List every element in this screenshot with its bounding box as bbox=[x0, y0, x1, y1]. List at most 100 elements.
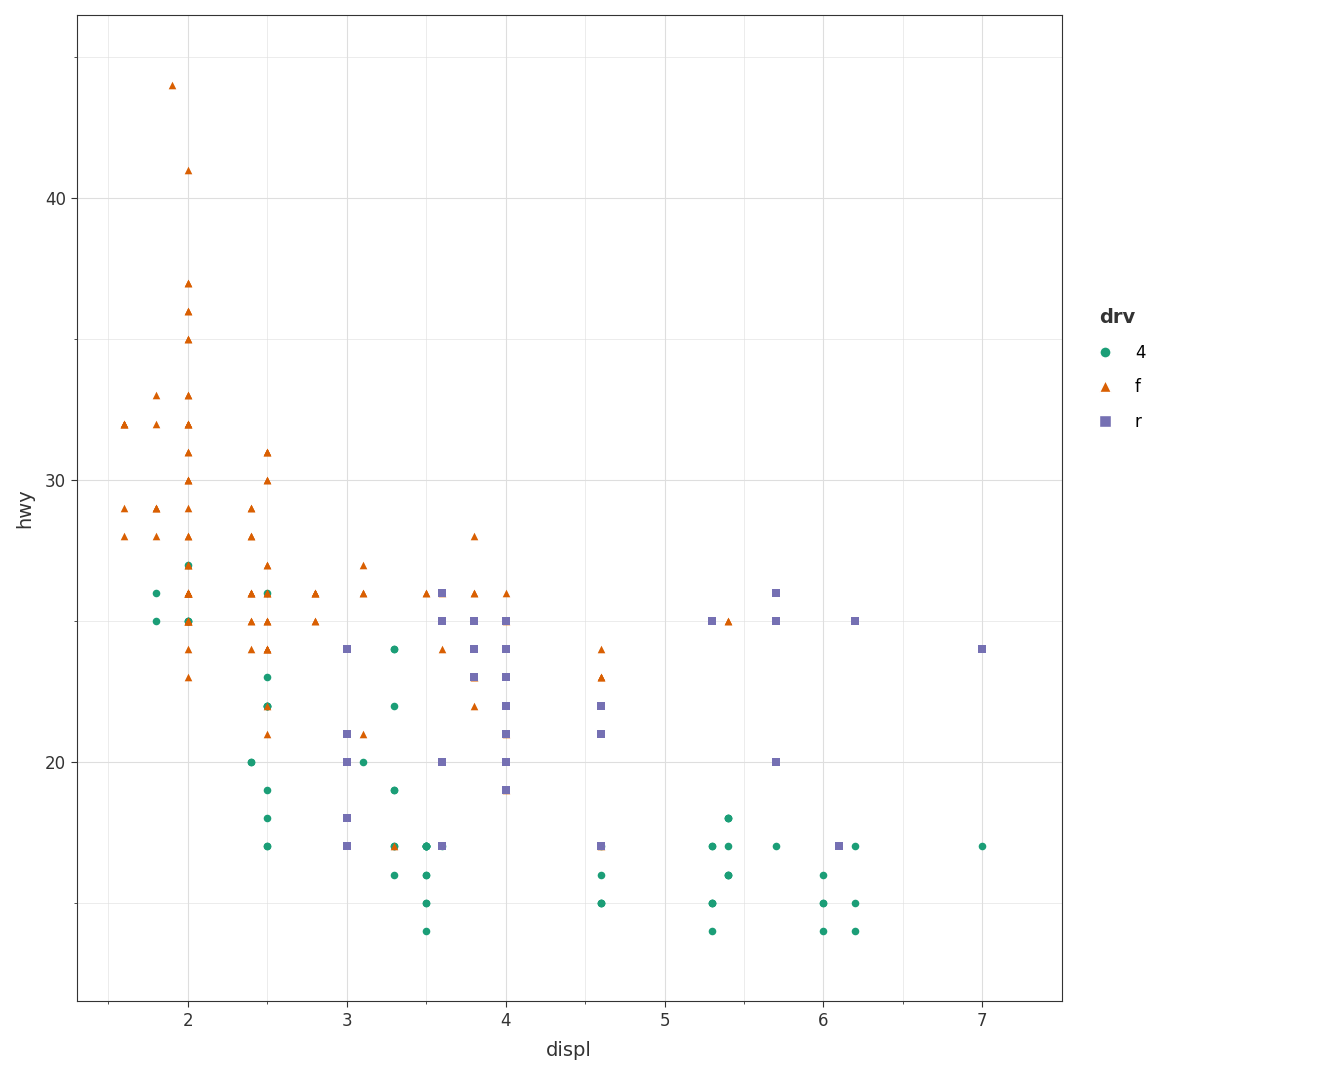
f bbox=[177, 613, 199, 630]
f bbox=[257, 472, 278, 489]
r bbox=[828, 837, 849, 855]
f bbox=[177, 443, 199, 460]
4 bbox=[257, 837, 278, 855]
f bbox=[590, 669, 612, 686]
r bbox=[972, 641, 993, 658]
f bbox=[304, 584, 325, 601]
r bbox=[765, 613, 786, 630]
4 bbox=[177, 613, 199, 630]
r bbox=[336, 754, 358, 771]
f bbox=[590, 669, 612, 686]
4 bbox=[415, 894, 437, 912]
f bbox=[304, 584, 325, 601]
f bbox=[304, 613, 325, 630]
f bbox=[177, 584, 199, 601]
4 bbox=[844, 922, 866, 940]
r bbox=[765, 584, 786, 601]
4 bbox=[590, 894, 612, 912]
f bbox=[241, 500, 262, 517]
f bbox=[145, 415, 167, 432]
Y-axis label: hwy: hwy bbox=[15, 488, 34, 528]
f bbox=[177, 584, 199, 601]
f bbox=[257, 584, 278, 601]
r bbox=[495, 613, 516, 630]
4 bbox=[765, 837, 786, 855]
f bbox=[145, 500, 167, 517]
4 bbox=[590, 837, 612, 855]
f bbox=[177, 161, 199, 178]
r bbox=[336, 754, 358, 771]
4 bbox=[257, 697, 278, 714]
r bbox=[702, 613, 723, 630]
4 bbox=[415, 837, 437, 855]
4 bbox=[844, 894, 866, 912]
f bbox=[177, 669, 199, 686]
4 bbox=[257, 584, 278, 601]
f bbox=[383, 837, 405, 855]
4 bbox=[177, 613, 199, 630]
f bbox=[495, 726, 516, 743]
4 bbox=[257, 697, 278, 714]
f bbox=[113, 415, 134, 432]
f bbox=[177, 415, 199, 432]
f bbox=[257, 443, 278, 460]
r bbox=[431, 837, 453, 855]
4 bbox=[702, 837, 723, 855]
r bbox=[844, 613, 866, 630]
f bbox=[177, 472, 199, 489]
f bbox=[352, 726, 374, 743]
f bbox=[177, 584, 199, 601]
f bbox=[464, 669, 485, 686]
4 bbox=[415, 894, 437, 912]
f bbox=[464, 528, 485, 545]
f bbox=[177, 415, 199, 432]
4 bbox=[702, 894, 723, 912]
f bbox=[257, 584, 278, 601]
4 bbox=[145, 584, 167, 601]
f bbox=[257, 641, 278, 658]
f bbox=[177, 528, 199, 545]
r bbox=[590, 726, 612, 743]
4 bbox=[718, 866, 739, 884]
4 bbox=[702, 922, 723, 940]
4 bbox=[718, 866, 739, 884]
f bbox=[464, 584, 485, 601]
r bbox=[431, 754, 453, 771]
f bbox=[241, 528, 262, 545]
f bbox=[177, 556, 199, 573]
f bbox=[177, 274, 199, 291]
4 bbox=[844, 837, 866, 855]
f bbox=[177, 613, 199, 630]
f bbox=[177, 613, 199, 630]
4 bbox=[257, 697, 278, 714]
4 bbox=[702, 894, 723, 912]
f bbox=[590, 837, 612, 855]
f bbox=[257, 443, 278, 460]
r bbox=[495, 754, 516, 771]
f bbox=[145, 387, 167, 404]
4 bbox=[813, 894, 835, 912]
4 bbox=[431, 837, 453, 855]
4 bbox=[415, 837, 437, 855]
4 bbox=[813, 894, 835, 912]
r bbox=[336, 641, 358, 658]
4 bbox=[415, 837, 437, 855]
4 bbox=[257, 809, 278, 827]
4 bbox=[718, 837, 739, 855]
4 bbox=[383, 866, 405, 884]
f bbox=[177, 302, 199, 319]
f bbox=[161, 76, 183, 94]
4 bbox=[718, 866, 739, 884]
4 bbox=[257, 669, 278, 686]
f bbox=[415, 584, 437, 601]
f bbox=[241, 500, 262, 517]
4 bbox=[590, 866, 612, 884]
f bbox=[177, 613, 199, 630]
X-axis label: displ: displ bbox=[546, 1041, 593, 1060]
Legend: 4, f, r: 4, f, r bbox=[1079, 300, 1153, 440]
4 bbox=[145, 613, 167, 630]
4 bbox=[590, 894, 612, 912]
f bbox=[113, 415, 134, 432]
4 bbox=[718, 809, 739, 827]
4 bbox=[718, 809, 739, 827]
